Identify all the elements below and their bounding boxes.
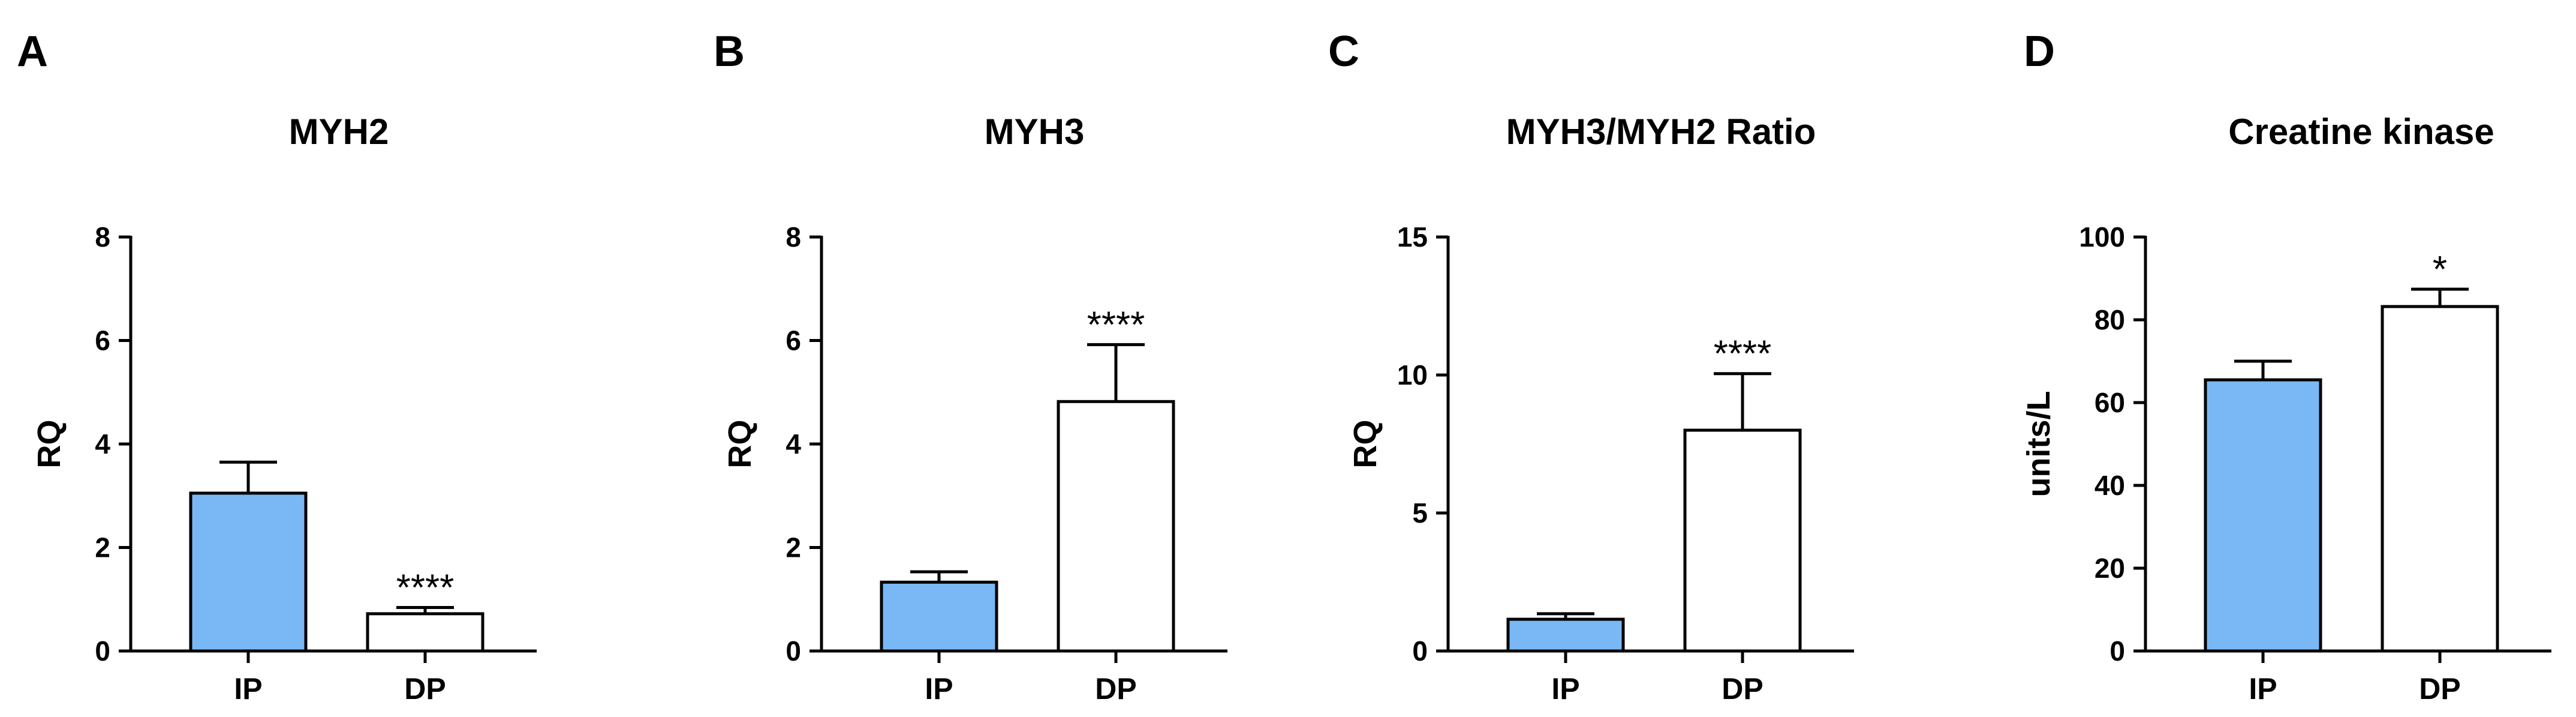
y-tick-label: 6 — [786, 325, 801, 356]
y-tick-label: 0 — [786, 635, 801, 667]
significance-label: **** — [396, 568, 455, 609]
y-tick-label: 80 — [2094, 304, 2125, 335]
x-tick-label: IP — [1551, 672, 1579, 706]
panel-d: D Creatine kinase units/L 0 20 40 60 80 100 IP DP * — [2021, 28, 2551, 706]
panel-letter: C — [1328, 28, 1359, 76]
y-tick-label: 8 — [786, 221, 801, 253]
y-tick-label: 10 — [1397, 359, 1428, 391]
significance-label: **** — [1087, 304, 1145, 346]
bar-dp — [366, 612, 484, 653]
bar-dp — [2381, 305, 2499, 653]
significance-label: * — [2433, 249, 2447, 290]
x-tick-label: IP — [925, 672, 953, 706]
y-tick-label: 15 — [1397, 221, 1428, 253]
y-tick-label: 0 — [1412, 635, 1428, 667]
x-tick-label: DP — [2419, 672, 2460, 706]
bar-dp — [1683, 428, 1802, 653]
chart-title: MYH3 — [985, 112, 1085, 152]
y-tick-label: 6 — [95, 325, 110, 356]
x-tick-label: DP — [1095, 672, 1136, 706]
panel-b: B MYH3 RQ 0 2 4 6 8 IP DP **** — [714, 28, 1227, 706]
panel-letter: A — [17, 28, 48, 76]
y-axis-label: RQ — [31, 420, 67, 469]
y-tick-label: 4 — [95, 428, 110, 460]
y-axis-label: RQ — [722, 420, 758, 469]
y-tick-label: 4 — [786, 428, 801, 460]
bar-ip — [189, 491, 308, 653]
y-axis-label: units/L — [2021, 391, 2057, 497]
bar-dp — [1057, 400, 1175, 653]
y-tick-label: 60 — [2094, 387, 2125, 418]
bar-ip — [880, 580, 998, 653]
bar-ip — [2204, 378, 2322, 653]
panel-letter: D — [2024, 28, 2055, 76]
y-tick-label: 0 — [2109, 635, 2125, 667]
x-tick-label: DP — [404, 672, 446, 706]
y-tick-label: 0 — [95, 635, 110, 667]
y-tick-label: 20 — [2094, 553, 2125, 584]
chart-title: Creatine kinase — [2228, 112, 2494, 152]
x-tick-label: IP — [234, 672, 262, 706]
panel-letter: B — [714, 28, 745, 76]
y-tick-label: 2 — [95, 532, 110, 563]
y-tick-label: 8 — [95, 221, 110, 253]
significance-label: **** — [1714, 334, 1772, 375]
y-tick-label: 100 — [2079, 221, 2125, 253]
chart-title: MYH3/MYH2 Ratio — [1506, 112, 1816, 152]
x-tick-label: IP — [2249, 672, 2277, 706]
y-tick-label: 2 — [786, 532, 801, 563]
y-tick-label: 5 — [1412, 497, 1428, 529]
panel-c: C MYH3/MYH2 Ratio RQ 0 5 10 15 IP DP **** — [1328, 28, 1854, 706]
y-tick-label: 40 — [2094, 470, 2125, 501]
chart-title: MYH2 — [289, 112, 389, 152]
x-tick-label: DP — [1722, 672, 1763, 706]
y-axis-label: RQ — [1347, 420, 1383, 469]
panel-a: A MYH2 RQ 0 2 4 6 8 IP DP **** — [17, 28, 537, 706]
bar-ip — [1506, 617, 1625, 653]
